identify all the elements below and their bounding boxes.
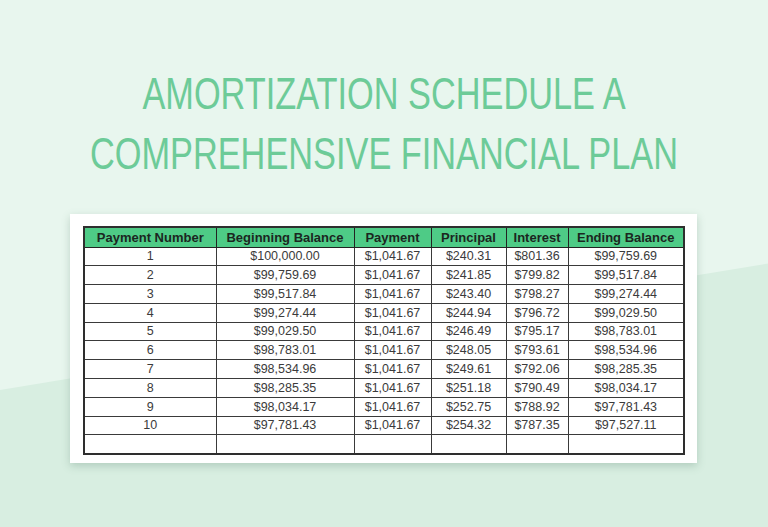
table-cell: $98,534.96	[216, 360, 354, 379]
column-header-2: Payment	[354, 227, 431, 247]
table-cell: $1,041.67	[354, 379, 431, 398]
table-cell	[431, 435, 506, 454]
table-row: 2$99,759.69$1,041.67$241.85$799.82$99,51…	[84, 266, 684, 285]
table-cell	[568, 435, 684, 454]
table-row: 10$97,781.43$1,041.67$254.32$787.35$97,5…	[84, 416, 684, 435]
amortization-table: Payment NumberBeginning BalancePaymentPr…	[83, 226, 685, 455]
table-cell: $248.05	[431, 341, 506, 360]
column-header-3: Principal	[431, 227, 506, 247]
table-cell: $243.40	[431, 285, 506, 304]
table-cell: 10	[84, 416, 216, 435]
table-cell: $99,759.69	[216, 266, 354, 285]
table-row: 8$98,285.35$1,041.67$251.18$790.49$98,03…	[84, 379, 684, 398]
table-row: 9$98,034.17$1,041.67$252.75$788.92$97,78…	[84, 397, 684, 416]
table-cell: 2	[84, 266, 216, 285]
table-cell: $98,783.01	[568, 322, 684, 341]
table-cell: 1	[84, 247, 216, 266]
table-cell: $244.94	[431, 303, 506, 322]
table-row: 7$98,534.96$1,041.67$249.61$792.06$98,28…	[84, 360, 684, 379]
table-cell: $99,274.44	[216, 303, 354, 322]
table-cell: $99,517.84	[216, 285, 354, 304]
table-cell: $246.49	[431, 322, 506, 341]
table-row: 3$99,517.84$1,041.67$243.40$798.27$99,27…	[84, 285, 684, 304]
table-cell: $100,000.00	[216, 247, 354, 266]
table-cell: $1,041.67	[354, 266, 431, 285]
table-cell: $1,041.67	[354, 303, 431, 322]
table-cell: $251.18	[431, 379, 506, 398]
table-cell: $249.61	[431, 360, 506, 379]
table-cell: $788.92	[506, 397, 568, 416]
table-cell: $1,041.67	[354, 416, 431, 435]
table-cell: $790.49	[506, 379, 568, 398]
table-cell: $97,781.43	[568, 397, 684, 416]
table-card: Payment NumberBeginning BalancePaymentPr…	[70, 214, 697, 463]
table-cell: $1,041.67	[354, 360, 431, 379]
table-cell: $793.61	[506, 341, 568, 360]
table-cell: $99,517.84	[568, 266, 684, 285]
table-cell: $796.72	[506, 303, 568, 322]
table-cell: $98,285.35	[216, 379, 354, 398]
column-header-1: Beginning Balance	[216, 227, 354, 247]
table-cell	[354, 435, 431, 454]
table-cell: $799.82	[506, 266, 568, 285]
table-cell: $99,274.44	[568, 285, 684, 304]
table-cell: 8	[84, 379, 216, 398]
table-cell: $1,041.67	[354, 322, 431, 341]
column-header-5: Ending Balance	[568, 227, 684, 247]
column-header-0: Payment Number	[84, 227, 216, 247]
title-line-2: COMPREHENSIVE FINANCIAL PLAN	[84, 124, 683, 184]
table-cell: $98,034.17	[568, 379, 684, 398]
table-cell: $98,034.17	[216, 397, 354, 416]
table-cell: $1,041.67	[354, 285, 431, 304]
table-cell: $252.75	[431, 397, 506, 416]
table-cell: $97,781.43	[216, 416, 354, 435]
table-cell	[84, 435, 216, 454]
page-title: AMORTIZATION SCHEDULE A COMPREHENSIVE FI…	[0, 64, 768, 184]
table-cell: $97,527.11	[568, 416, 684, 435]
table-cell: 7	[84, 360, 216, 379]
table-cell: $98,285.35	[568, 360, 684, 379]
table-row: 1$100,000.00$1,041.67$240.31$801.36$99,7…	[84, 247, 684, 266]
table-cell: $795.17	[506, 322, 568, 341]
table-cell: $99,759.69	[568, 247, 684, 266]
table-header-row: Payment NumberBeginning BalancePaymentPr…	[84, 227, 684, 247]
table-cell: $98,783.01	[216, 341, 354, 360]
table-row: 4$99,274.44$1,041.67$244.94$796.72$99,02…	[84, 303, 684, 322]
table-cell: $99,029.50	[216, 322, 354, 341]
table-cell: $98,534.96	[568, 341, 684, 360]
table-cell: $787.35	[506, 416, 568, 435]
title-line-1: AMORTIZATION SCHEDULE A	[84, 64, 683, 124]
table-cell: $240.31	[431, 247, 506, 266]
table-cell: $801.36	[506, 247, 568, 266]
table-cell: 6	[84, 341, 216, 360]
table-cell: 3	[84, 285, 216, 304]
table-cell: $792.06	[506, 360, 568, 379]
table-row	[84, 435, 684, 454]
table-cell: $1,041.67	[354, 341, 431, 360]
table-cell: $798.27	[506, 285, 568, 304]
page-background: AMORTIZATION SCHEDULE A COMPREHENSIVE FI…	[0, 0, 768, 527]
table-cell	[216, 435, 354, 454]
table-row: 6$98,783.01$1,041.67$248.05$793.61$98,53…	[84, 341, 684, 360]
table-cell: $1,041.67	[354, 247, 431, 266]
table-row: 5$99,029.50$1,041.67$246.49$795.17$98,78…	[84, 322, 684, 341]
table-cell: $1,041.67	[354, 397, 431, 416]
table-cell: 9	[84, 397, 216, 416]
table-cell	[506, 435, 568, 454]
table-cell: $99,029.50	[568, 303, 684, 322]
column-header-4: Interest	[506, 227, 568, 247]
table-cell: 4	[84, 303, 216, 322]
table-cell: $254.32	[431, 416, 506, 435]
table-cell: 5	[84, 322, 216, 341]
table-cell: $241.85	[431, 266, 506, 285]
table-body: 1$100,000.00$1,041.67$240.31$801.36$99,7…	[84, 247, 684, 454]
